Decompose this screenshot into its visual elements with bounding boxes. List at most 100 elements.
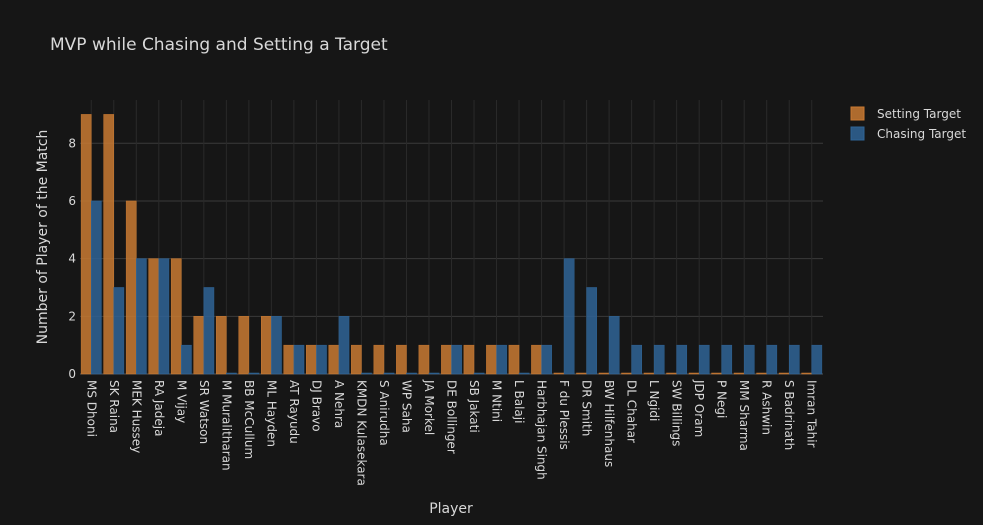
x-tick-label: MEK Hussey [129,380,143,453]
bar-setting-target[interactable] [756,372,767,375]
chart-title: MVP while Chasing and Setting a Target [50,35,388,55]
legend-swatch[interactable] [850,126,865,141]
bar-chasing-target[interactable] [248,372,260,375]
bar-chasing-target[interactable] [473,372,485,375]
bar-setting-target[interactable] [733,372,745,375]
bar-chasing-target[interactable] [338,316,350,375]
bar-setting-target[interactable] [598,372,610,375]
x-tick-label: A Nehra [332,380,346,428]
bar-setting-target[interactable] [283,344,295,375]
x-tick-label: DE Bollinger [445,380,459,454]
bar-setting-target[interactable] [170,258,182,375]
x-tick-label: RA Jadeja [152,380,166,436]
x-tick-label: Harbhajan Singh [535,380,549,480]
bar-chasing-target[interactable] [226,372,237,375]
bar-setting-target[interactable] [508,344,520,375]
legend-label[interactable]: Setting Target [877,107,961,121]
x-tick-label: BB McCullum [242,380,256,459]
legend-label[interactable]: Chasing Target [877,127,966,141]
bar-setting-target[interactable] [576,372,587,375]
bar-setting-target[interactable] [193,316,205,375]
y-tick-label: 4 [68,252,76,266]
bar-chasing-target[interactable] [563,258,575,375]
x-tick-label: JDP Oram [692,379,706,437]
x-tick-label: MM Sharma [737,380,751,451]
bar-setting-target[interactable] [396,344,407,375]
bar-chasing-target[interactable] [676,344,688,375]
bar-chasing-target[interactable] [541,344,552,375]
bar-setting-target[interactable] [621,372,632,375]
bar-chasing-target[interactable] [811,344,823,375]
bar-chasing-target[interactable] [136,258,147,375]
bar-chasing-target[interactable] [383,372,395,375]
bar-setting-target[interactable] [486,344,497,375]
x-tick-label: M Muralitharan [219,380,233,471]
bar-setting-target[interactable] [125,200,137,375]
y-tick-label: 6 [68,194,76,208]
bar-chasing-target[interactable] [788,344,800,375]
x-tick-label: S Badrinath [782,380,796,450]
x-tick-label: F du Plessis [557,380,571,450]
y-tick-label: 0 [68,367,76,381]
bar-setting-target[interactable] [688,372,700,375]
bar-chasing-target[interactable] [316,344,327,375]
bar-setting-target[interactable] [373,344,385,375]
y-axis-label: Number of Player of the Match [35,130,51,345]
bar-setting-target[interactable] [418,344,430,375]
bar-setting-target[interactable] [778,372,790,375]
x-tick-label: SK Raina [107,380,121,433]
legend-swatch[interactable] [850,106,865,121]
bar-chasing-target[interactable] [271,316,282,375]
bar-chasing-target[interactable] [451,344,462,375]
bar-chasing-target[interactable] [203,287,215,375]
bar-chasing-target[interactable] [631,344,642,375]
bar-chasing-target[interactable] [428,372,440,375]
bar-setting-target[interactable] [306,344,317,375]
bar-chasing-target[interactable] [91,200,102,375]
bar-chasing-target[interactable] [698,344,710,375]
bar-chasing-target[interactable] [721,344,733,375]
bar-setting-target[interactable] [80,114,92,375]
x-axis-label: Player [429,501,473,517]
bar-setting-target[interactable] [328,344,340,375]
x-tick-label: DL Chahar [625,380,639,443]
bar-setting-target[interactable] [801,372,812,375]
x-tick-label: DR Smith [580,380,594,436]
bar-setting-target[interactable] [351,344,362,375]
bar-chasing-target[interactable] [361,372,372,375]
bar-chasing-target[interactable] [653,344,665,375]
bar-chasing-target[interactable] [496,344,507,375]
bar-setting-target[interactable] [643,372,655,375]
x-tick-label: DJ Bravo [309,380,323,432]
bar-setting-target[interactable] [463,344,475,375]
bar-setting-target[interactable] [261,316,272,375]
bar-setting-target[interactable] [553,372,565,375]
bar-setting-target[interactable] [531,344,542,375]
legend: Setting Target Chasing Target [850,106,966,141]
y-axis-ticks: 0 2 4 6 8 [68,136,76,381]
bar-chasing-target[interactable] [518,372,530,375]
bar-chasing-target[interactable] [586,287,597,375]
bar-chasing-target[interactable] [293,344,305,375]
bar-setting-target[interactable] [238,316,250,375]
x-tick-label: SW Billings [670,380,684,446]
bar-chasing-target[interactable] [766,344,778,375]
bar-setting-target[interactable] [666,372,677,375]
bar-chasing-target[interactable] [158,258,170,375]
bar-chasing-target[interactable] [406,372,417,375]
bar-setting-target[interactable] [711,372,722,375]
bar-setting-target[interactable] [215,316,227,375]
bar-setting-target[interactable] [148,258,160,375]
bar-setting-target[interactable] [441,344,452,375]
bar-chasing-target[interactable] [181,344,192,375]
x-tick-label: KMDN Kulasekara [354,380,368,486]
x-tick-label: SR Watson [197,380,211,444]
x-tick-label: L Ngidi [647,380,661,421]
bar-setting-target[interactable] [103,114,115,375]
bar-chasing-target[interactable] [743,344,755,375]
bar-chasing-target[interactable] [113,287,125,375]
bars [80,114,823,375]
bar-chasing-target[interactable] [608,316,620,375]
x-tick-label: SB Jakati [467,380,481,433]
